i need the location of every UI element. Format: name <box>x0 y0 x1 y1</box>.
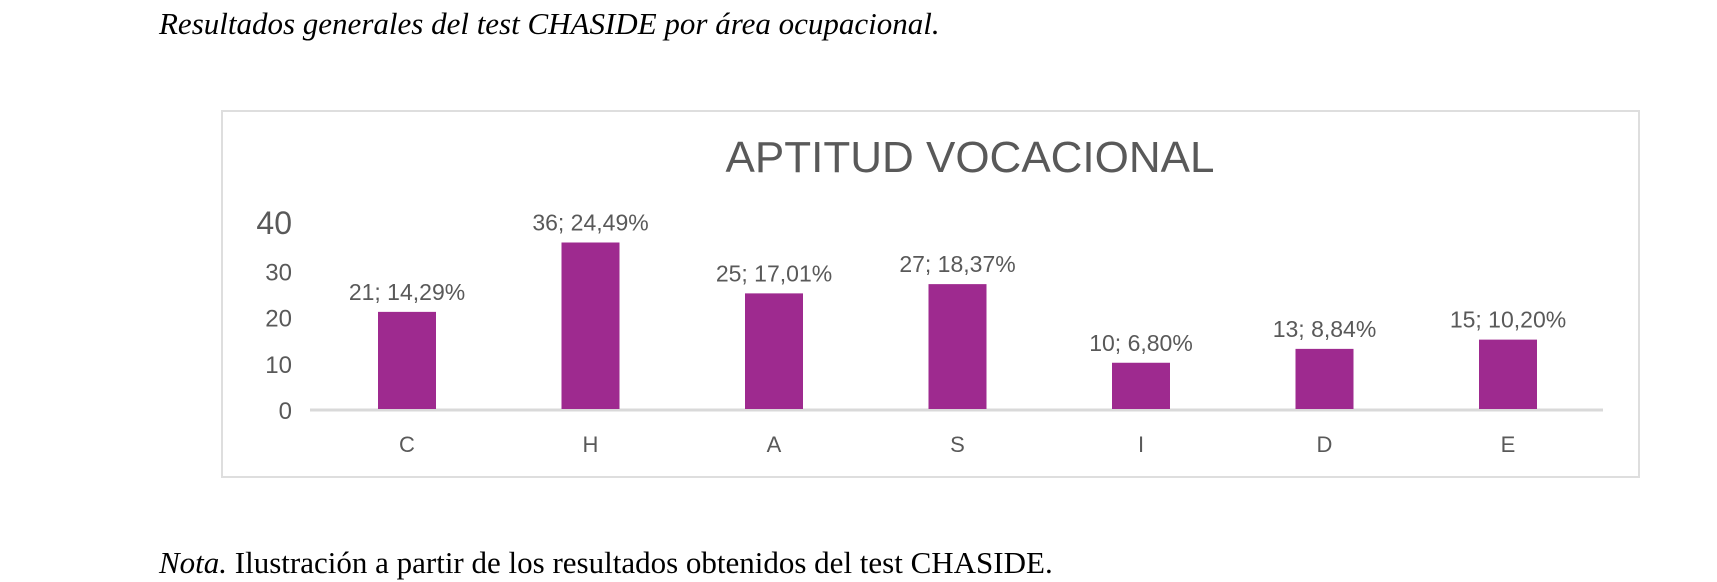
bar-H <box>561 242 620 409</box>
x-tick-label: E <box>1501 432 1516 457</box>
bar-C <box>378 311 436 409</box>
data-label: 27; 18,37% <box>899 251 1015 277</box>
y-tick-label: 0 <box>279 398 292 425</box>
data-label: 15; 10,20% <box>1450 307 1566 333</box>
data-label: 25; 17,01% <box>716 260 832 286</box>
chart-frame <box>221 110 1640 478</box>
x-tick-label: C <box>399 432 415 457</box>
note-text: Ilustración a partir de los resultados o… <box>227 545 1053 580</box>
data-label: 21; 14,29% <box>349 279 465 305</box>
x-tick-label: S <box>950 432 965 457</box>
y-tick-label: 30 <box>265 259 292 286</box>
figure-note: Nota. Ilustración a partir de los result… <box>159 545 1053 581</box>
data-label: 10; 6,80% <box>1089 330 1193 356</box>
y-tick-label: 40 <box>256 205 292 241</box>
bar-D <box>1295 348 1354 409</box>
x-tick-label: H <box>583 432 599 457</box>
chart-title: APTITUD VOCACIONAL <box>726 133 1215 182</box>
x-tick-label: I <box>1138 432 1144 457</box>
x-tick-label: D <box>1317 432 1333 457</box>
data-label: 36; 24,49% <box>532 210 648 236</box>
bar-A <box>745 293 803 409</box>
bar-I <box>1112 362 1170 409</box>
bar-E <box>1479 339 1537 409</box>
data-label: 13; 8,84% <box>1273 316 1377 342</box>
y-tick-label: 10 <box>265 352 292 379</box>
figure-caption: Resultados generales del test CHASIDE po… <box>159 6 940 41</box>
bar-S <box>928 284 987 409</box>
y-tick-label: 20 <box>265 306 292 333</box>
x-tick-label: A <box>767 432 782 457</box>
note-label: Nota. <box>159 545 228 580</box>
